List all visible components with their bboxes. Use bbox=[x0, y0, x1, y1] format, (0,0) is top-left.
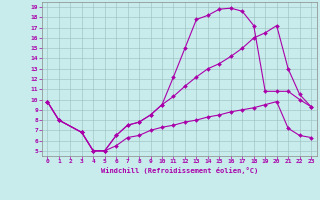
X-axis label: Windchill (Refroidissement éolien,°C): Windchill (Refroidissement éolien,°C) bbox=[100, 167, 258, 174]
